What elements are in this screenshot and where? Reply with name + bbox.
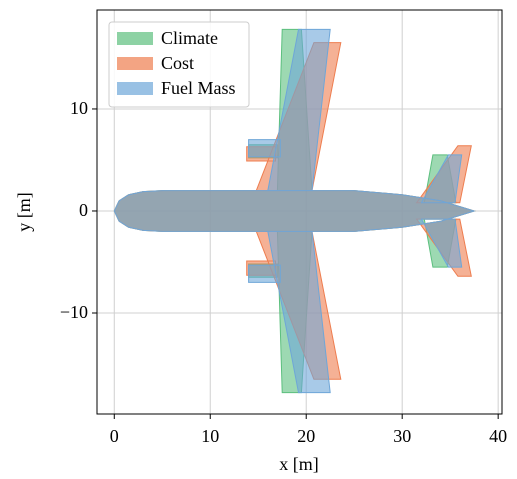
x-tick-label: 10 — [201, 426, 219, 446]
x-tick-label: 40 — [489, 426, 507, 446]
y-axis-label: y [m] — [14, 192, 34, 232]
y-tick-label: 10 — [70, 98, 88, 118]
legend-label: Climate — [161, 28, 218, 48]
x-tick-label: 20 — [297, 426, 315, 446]
legend-label: Fuel Mass — [161, 78, 236, 98]
y-tick-label: −10 — [60, 302, 88, 322]
y-tick-label: 0 — [79, 200, 88, 220]
legend-label: Cost — [161, 53, 194, 73]
planform — [113, 28, 476, 394]
x-tick-label: 30 — [393, 426, 411, 446]
legend-swatch — [117, 57, 153, 70]
x-tick-label: 0 — [110, 426, 119, 446]
plot-frame — [96, 9, 503, 415]
legend-swatch — [117, 82, 153, 95]
x-axis-label: x [m] — [279, 454, 319, 474]
legend: Climate Cost Fuel Mass — [108, 21, 250, 108]
legend-swatch — [117, 32, 153, 45]
